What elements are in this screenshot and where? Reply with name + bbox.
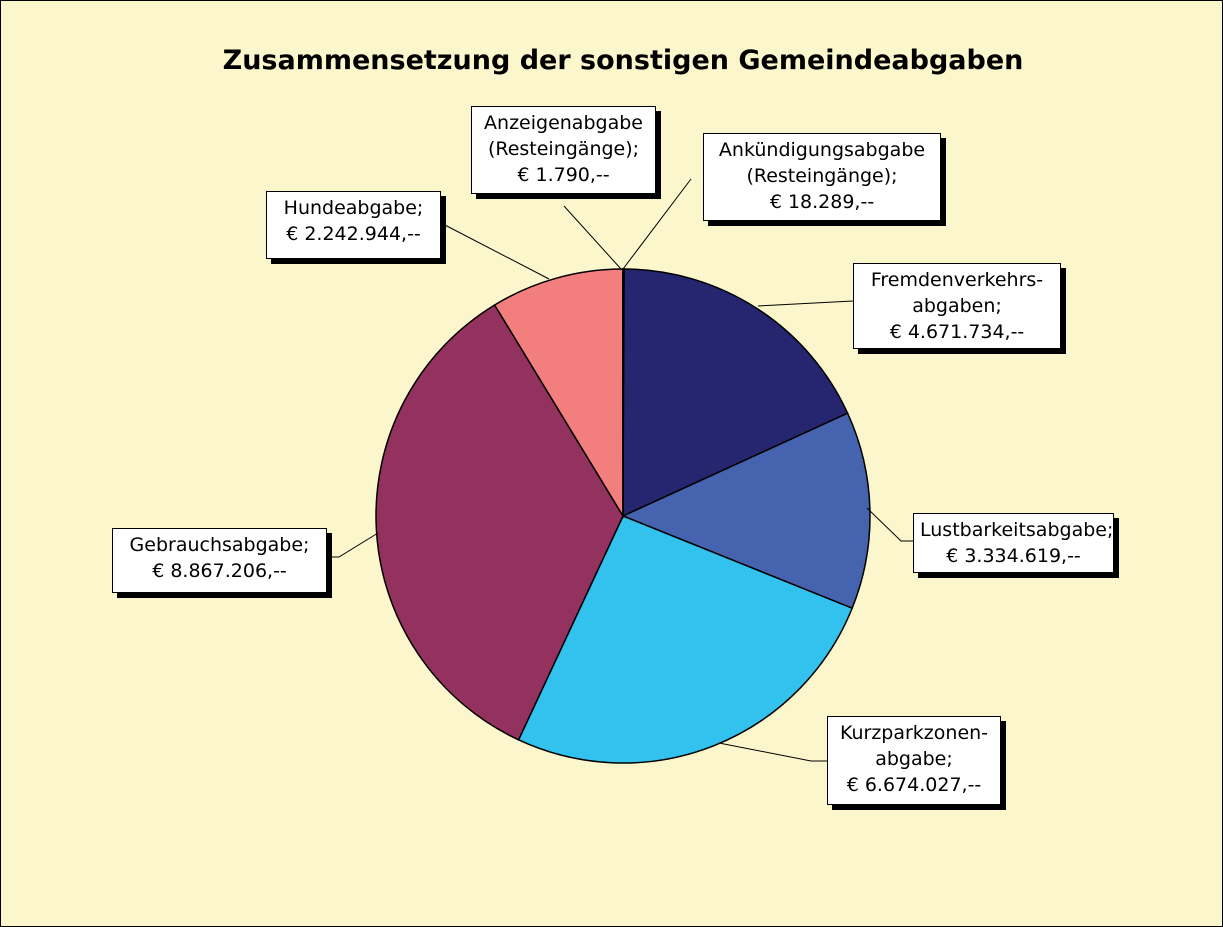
- label-category: Lustbarkeitsabgabe;: [920, 519, 1114, 541]
- data-label: Lustbarkeitsabgabe; € 3.334.619,--: [913, 513, 1114, 573]
- pie-slice: [517, 515, 854, 764]
- label-category: Ankündigungsabgabe (Resteingänge);: [718, 139, 926, 187]
- label-category: Kurzparkzonen- abgabe;: [839, 722, 989, 770]
- leader-line: [757, 300, 854, 307]
- label-value: € 8.867.206,--: [152, 560, 287, 582]
- pie-slice: [622, 268, 849, 518]
- data-label: Anzeigenabgabe (Resteingänge); € 1.790,--: [471, 106, 656, 194]
- data-label: Kurzparkzonen- abgabe; € 6.674.027,--: [827, 716, 1001, 805]
- label-category: Anzeigenabgabe (Resteingänge);: [484, 112, 643, 160]
- label-category: Hundeabgabe;: [283, 197, 424, 219]
- label-value: € 6.674.027,--: [846, 774, 982, 796]
- label-value: € 2.242.944,--: [286, 223, 421, 245]
- data-label: Gebrauchsabgabe; € 8.867.206,--: [112, 528, 327, 593]
- leader-line: [327, 532, 379, 558]
- leader-line: [440, 222, 550, 280]
- leader-line: [866, 507, 913, 542]
- chart-title: Zusammensetzung der sonstigen Gemeindeab…: [223, 45, 1024, 76]
- label-value: € 1.790,--: [517, 164, 610, 186]
- leader-line: [563, 205, 622, 270]
- leader-line: [622, 178, 692, 270]
- data-label: Hundeabgabe; € 2.242.944,--: [266, 191, 441, 259]
- pie-slice: [493, 268, 624, 519]
- label-value: € 18.289,--: [769, 191, 875, 213]
- label-value: € 3.334.619,--: [946, 545, 1081, 567]
- data-label: Fremdenverkehrs- abgaben; € 4.671.734,--: [853, 263, 1061, 349]
- label-category: Gebrauchsabgabe;: [129, 534, 310, 556]
- label-value: € 4.671.734,--: [889, 321, 1025, 343]
- leader-line: [718, 742, 827, 762]
- label-category: Fremdenverkehrs- abgaben;: [870, 269, 1044, 317]
- pie-slice: [375, 303, 624, 741]
- data-label: Ankündigungsabgabe (Resteingänge); € 18.2…: [703, 133, 941, 221]
